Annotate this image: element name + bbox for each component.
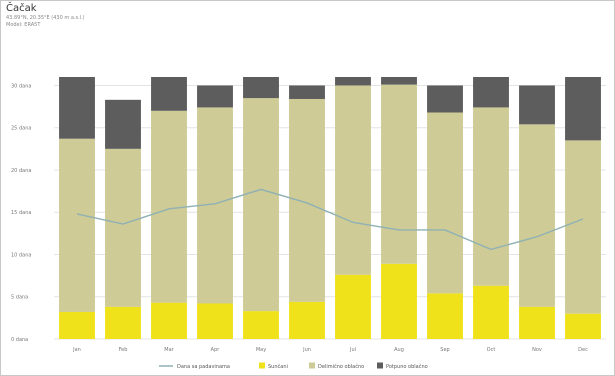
- bar-segment: [289, 301, 325, 339]
- x-tick-label: Mar: [164, 347, 174, 353]
- bar-segment: [59, 311, 95, 339]
- bar-segment: [473, 107, 509, 286]
- legend-label: Dana sa padavinama: [177, 364, 230, 370]
- bar-segment: [427, 112, 463, 294]
- bar-segment: [289, 98, 325, 302]
- bar-segment: [151, 302, 187, 339]
- x-tick-label: Oct: [487, 347, 496, 353]
- bar-segment: [519, 306, 555, 339]
- legend-label: Sunčani: [268, 363, 288, 370]
- bar-segment: [105, 99, 141, 149]
- bar-segment: [243, 311, 279, 339]
- x-tick-label: Apr: [211, 347, 221, 353]
- bar-segment: [335, 85, 371, 275]
- x-tick-label: May: [256, 347, 266, 353]
- bar-segment: [473, 77, 509, 108]
- legend-swatch: [309, 362, 315, 369]
- bar-segment: [427, 85, 463, 113]
- bar-segment: [381, 263, 417, 339]
- bar-segment: [151, 110, 187, 303]
- legend-label: Potpuno oblačno: [386, 363, 428, 370]
- legend-label: Delimično oblačno: [318, 363, 364, 370]
- bar-segment: [565, 77, 601, 141]
- x-tick-label: Jan: [72, 347, 81, 353]
- bar-segment: [565, 313, 601, 339]
- y-tick-label: 0 dana: [11, 337, 28, 343]
- bar-segment: [519, 124, 555, 307]
- bar-segment: [59, 138, 95, 312]
- bar-segment: [335, 274, 371, 339]
- bar-segment: [289, 85, 325, 99]
- y-tick-label: 5 dana: [11, 295, 28, 301]
- bar-segment: [59, 77, 95, 139]
- y-tick-label: 25 dana: [11, 126, 31, 132]
- chart-header: Čačak 43.89°N, 20.35°E (430 m a.s.l.) Mo…: [6, 3, 85, 29]
- legend-swatch: [259, 362, 265, 369]
- x-tick-label: Feb: [119, 347, 128, 353]
- y-tick-label: 30 dana: [11, 83, 31, 89]
- x-tick-label: Sep: [440, 347, 449, 353]
- bar-segment: [105, 306, 141, 339]
- chart-title: Čačak: [6, 3, 37, 14]
- y-tick-label: 20 dana: [11, 168, 31, 174]
- bar-segment: [519, 85, 555, 125]
- bar-segment: [381, 84, 417, 264]
- x-tick-label: Dec: [578, 347, 588, 353]
- precipitation-days-line: [76, 188, 584, 251]
- x-tick-label: Nov: [532, 347, 542, 353]
- x-tick-label: Aug: [394, 347, 404, 353]
- bar-segment: [381, 77, 417, 85]
- bar-segment: [473, 285, 509, 339]
- x-tick-label: Jun: [302, 347, 311, 353]
- bar-segment: [197, 85, 233, 108]
- bar-segment: [565, 140, 601, 314]
- x-tick-label: Jul: [349, 347, 356, 353]
- y-tick-label: 10 dana: [11, 252, 31, 258]
- model-label: Model: ERA5T: [6, 22, 41, 28]
- bar-segment: [335, 77, 371, 86]
- bar-segment: [243, 98, 279, 312]
- location-coordinates: 43.89°N, 20.35°E (430 m a.s.l.): [6, 15, 85, 21]
- bar-segment: [197, 303, 233, 339]
- bar-segment: [427, 293, 463, 339]
- bar-segment: [243, 77, 279, 99]
- legend-swatch: [377, 362, 383, 369]
- bar-segment: [151, 77, 187, 111]
- bar-segment: [105, 148, 141, 307]
- y-tick-label: 15 dana: [11, 210, 31, 216]
